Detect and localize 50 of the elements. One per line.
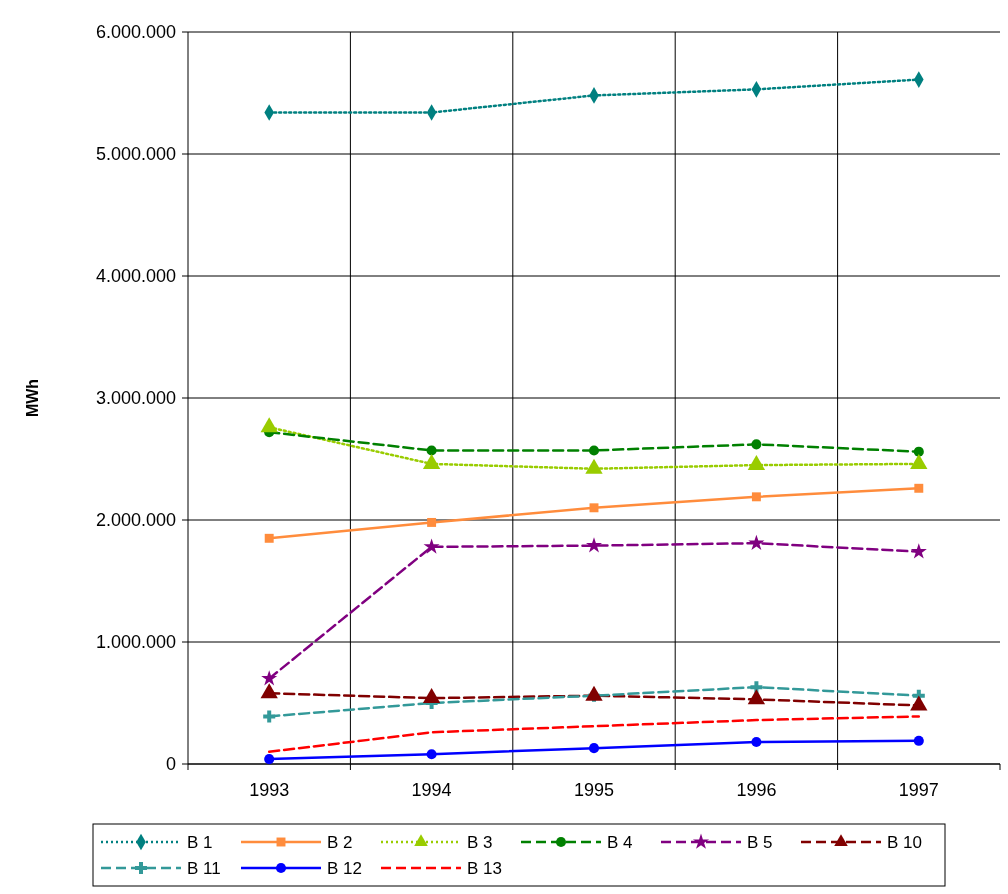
point — [585, 537, 603, 553]
point — [913, 735, 924, 746]
x-tick-label: 1995 — [573, 780, 615, 800]
legend-label: B 13 — [467, 858, 502, 878]
legend-label: B 12 — [327, 858, 362, 878]
y-tick-label: 1.000.000 — [95, 632, 176, 653]
point — [747, 455, 766, 471]
y-tick-label: 4.000.000 — [95, 266, 176, 287]
y-tick-label: 6.000.000 — [95, 22, 176, 43]
legend-label: B 10 — [887, 832, 922, 852]
y-tick-label: 2.000.000 — [95, 510, 176, 531]
point — [260, 417, 278, 433]
point — [260, 683, 278, 699]
point — [263, 710, 276, 723]
point — [914, 483, 924, 493]
x-tick-label: 1996 — [736, 780, 777, 800]
legend-label: B 1 — [187, 832, 213, 852]
point — [751, 492, 761, 502]
point — [589, 503, 599, 513]
point — [423, 538, 440, 554]
point — [427, 517, 437, 527]
y-tick-label: 0 — [165, 754, 176, 775]
point — [264, 754, 275, 765]
legend-label: B 4 — [607, 832, 633, 852]
point — [747, 689, 766, 705]
point — [910, 695, 928, 711]
point — [588, 445, 600, 456]
y-tick-label: 5.000.000 — [95, 144, 176, 165]
x-tick-label: 1997 — [898, 780, 939, 800]
point — [910, 543, 927, 559]
point — [748, 534, 765, 551]
point — [422, 688, 441, 704]
point — [751, 737, 762, 748]
line-series — [267, 715, 921, 754]
y-tick-label: 3.000.000 — [95, 388, 176, 409]
point — [261, 670, 278, 686]
point — [913, 446, 924, 457]
point — [426, 445, 437, 456]
legend-label: B 11 — [187, 858, 221, 878]
legend-label: B 5 — [747, 832, 773, 852]
point — [426, 749, 437, 760]
legend-label: B 3 — [467, 832, 493, 852]
legend-label: B 2 — [327, 832, 353, 852]
point — [264, 533, 274, 543]
point — [588, 743, 600, 754]
point — [751, 439, 762, 450]
point — [750, 681, 763, 694]
y-axis-title: MWh — [24, 378, 41, 418]
x-tick-label: 1994 — [411, 780, 452, 800]
x-tick-label: 1993 — [249, 780, 290, 800]
